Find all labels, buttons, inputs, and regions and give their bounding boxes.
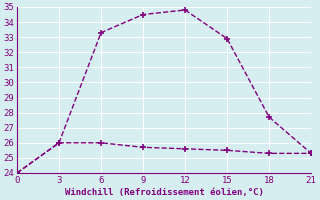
X-axis label: Windchill (Refroidissement éolien,°C): Windchill (Refroidissement éolien,°C) (65, 188, 263, 197)
